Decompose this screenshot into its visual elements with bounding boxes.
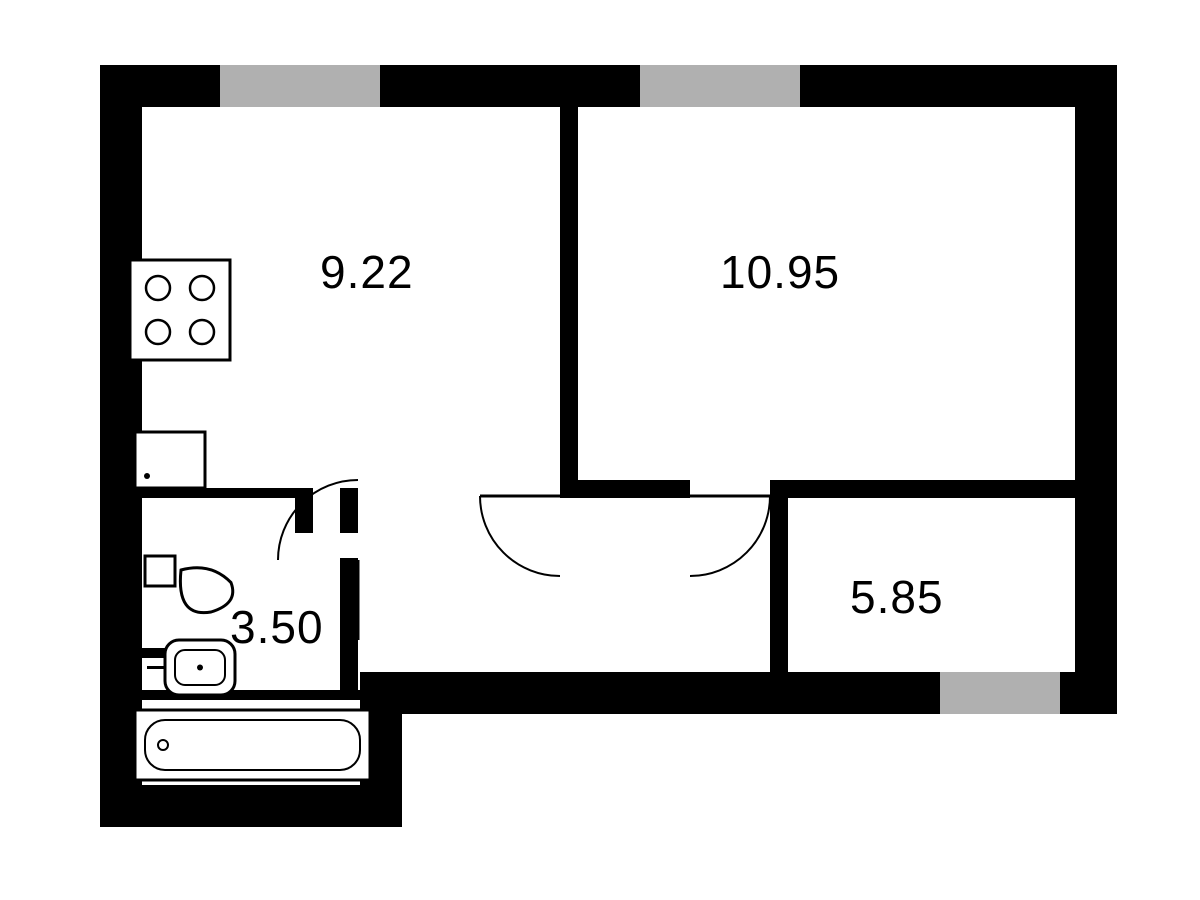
wall-segment <box>340 558 358 690</box>
stove-icon <box>130 260 230 360</box>
room-label-hall: 5.85 <box>850 570 944 624</box>
wall-segment <box>125 690 360 700</box>
window-segment <box>220 65 380 107</box>
wall-segment <box>560 480 690 498</box>
window-segment <box>940 672 1060 714</box>
window-segment <box>640 65 800 107</box>
room-label-kitchen: 9.22 <box>320 245 414 299</box>
wall-segment <box>560 95 578 495</box>
toilet-tank-icon <box>145 556 175 586</box>
room-label-bathroom: 3.50 <box>230 600 324 654</box>
utility-box-icon <box>135 432 205 488</box>
room-label-living: 10.95 <box>720 245 840 299</box>
floorplan-svg <box>0 0 1200 900</box>
wall-segment <box>770 480 1090 498</box>
wall-segment <box>340 488 358 533</box>
wall-segment <box>770 480 788 680</box>
floorplan-stage: 9.22 10.95 3.50 5.85 <box>0 0 1200 900</box>
wall-segment <box>1075 65 1117 705</box>
wall-segment <box>125 558 135 648</box>
wall-segment <box>100 785 400 827</box>
